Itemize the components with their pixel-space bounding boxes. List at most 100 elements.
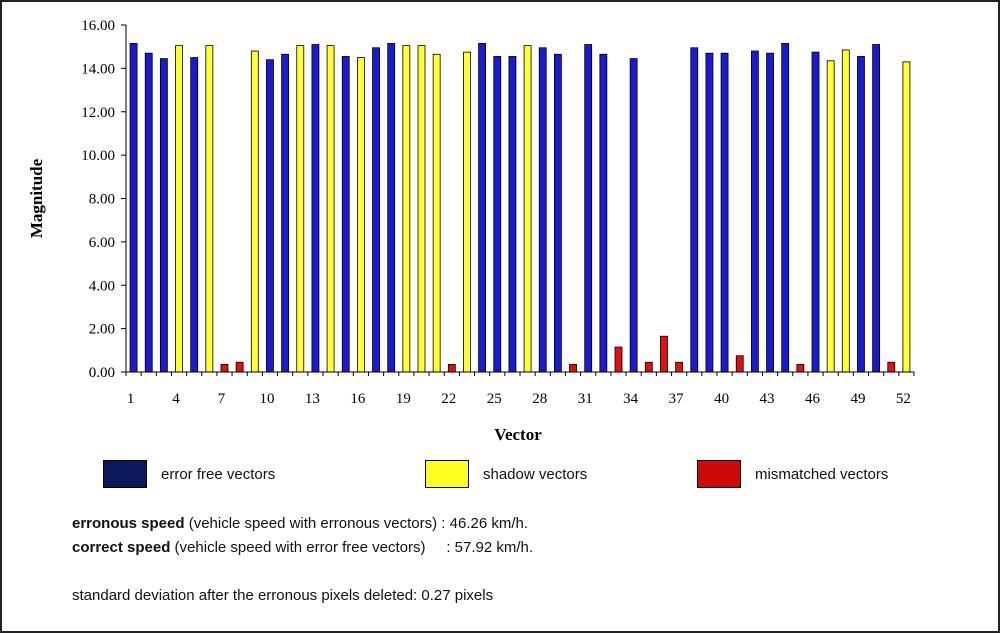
legend: error free vectors shadow vectors mismat… [0, 459, 1000, 495]
bar-error-free-46 [811, 51, 820, 373]
y-tick-label: 12.00 [81, 105, 115, 121]
bar-error-free-38 [690, 47, 699, 373]
bar-mismatched-37 [675, 361, 684, 373]
bar-mismatched-33 [614, 346, 623, 373]
bar-shadow-9 [250, 50, 259, 373]
y-axis-title: Magnitude [27, 158, 46, 238]
erroneous-speed-note: erronous speed (vehicle speed with erron… [72, 515, 528, 532]
bar-error-free-50 [872, 44, 881, 373]
x-tick-label: 1 [127, 391, 135, 407]
bar-shadow-16 [356, 57, 365, 373]
legend-label-shadow: shadow vectors [483, 465, 588, 483]
bar-error-free-2 [144, 52, 153, 373]
bar-shadow-14 [326, 45, 335, 373]
x-tick-label: 25 [487, 391, 502, 407]
bar-error-free-24 [478, 43, 487, 373]
y-tick-label: 2.00 [89, 322, 115, 338]
bar-shadow-23 [463, 51, 471, 373]
correct-speed-value: (vehicle speed with error free vectors) … [170, 539, 534, 556]
bar-mismatched-51 [887, 361, 896, 373]
x-tick-label: 28 [532, 391, 547, 407]
x-tick-label: 46 [805, 391, 821, 407]
x-tick-label: 49 [850, 391, 865, 407]
bar-error-free-32 [599, 53, 608, 373]
bar-shadow-21 [432, 53, 441, 373]
bar-error-free-39 [705, 52, 714, 373]
erroneous-speed-label: erronous speed [72, 515, 185, 532]
x-tick-label: 10 [259, 391, 274, 407]
y-tick-label: 16.00 [81, 18, 115, 34]
x-tick-label: 43 [760, 391, 775, 407]
bar-shadow-48 [841, 49, 850, 373]
legend-item-mismatched: mismatched vectors [697, 459, 888, 489]
bar-shadow-4 [175, 45, 183, 373]
legend-swatch-error-free [103, 460, 147, 488]
bar-error-free-10 [266, 59, 274, 373]
bar-error-free-5 [190, 57, 199, 373]
bar-error-free-40 [720, 52, 729, 373]
bar-error-free-31 [584, 44, 593, 373]
bar-error-free-43 [766, 52, 774, 373]
bar-shadow-47 [826, 60, 835, 373]
x-tick-label: 4 [172, 391, 180, 407]
y-tick-label: 4.00 [89, 278, 115, 294]
x-tick-label: 13 [305, 391, 320, 407]
bar-error-free-13 [311, 44, 320, 373]
legend-swatch-mismatched [697, 460, 741, 488]
bar-mismatched-30 [569, 364, 577, 373]
x-tick-label: 34 [623, 391, 639, 407]
y-tick-label: 14.00 [81, 61, 115, 77]
erroneous-speed-value: (vehicle speed with erronous vectors) : … [184, 515, 529, 532]
x-tick-label: 16 [350, 391, 366, 407]
bar-error-free-34 [629, 58, 638, 373]
bar-error-free-42 [750, 50, 759, 373]
bar-chart: 0.00 2.00 4.00 6.00 8.00 10.00 12.00 14.00 16.00… [27, 18, 915, 444]
bar-mismatched-8 [235, 361, 244, 373]
std-dev-note: standard deviation after the erronous pi… [72, 587, 494, 604]
x-axis-ticks: 1 4 7 10 13 16 19 22 25 28 31 34 37 40 43 46 49 52 [125, 372, 915, 407]
x-tick-label: 22 [441, 391, 456, 407]
x-tick-label: 7 [218, 391, 226, 407]
bar-error-free-18 [387, 43, 396, 373]
correct-speed-note: correct speed (vehicle speed with error … [72, 539, 533, 556]
bar-error-free-11 [281, 53, 290, 373]
y-tick-label: 6.00 [89, 235, 115, 251]
bar-error-free-44 [781, 43, 790, 373]
legend-label-mismatched: mismatched vectors [755, 465, 889, 483]
bar-shadow-6 [205, 45, 214, 373]
bar-shadow-20 [417, 45, 426, 373]
bar-mismatched-41 [735, 355, 744, 373]
bar-mismatched-22 [447, 364, 456, 373]
bar-mismatched-35 [644, 361, 653, 373]
bar-error-free-17 [372, 47, 380, 373]
y-tick-label: 8.00 [89, 192, 115, 208]
bar-error-free-28 [538, 47, 547, 373]
y-tick-label: 10.00 [81, 148, 115, 164]
bar-shadow-12 [296, 45, 305, 373]
bar-mismatched-7 [220, 364, 229, 373]
bar-error-free-26 [508, 56, 517, 373]
bars [129, 43, 911, 373]
bar-error-free-15 [341, 56, 350, 373]
x-tick-label: 52 [896, 391, 911, 407]
y-tick-label: 0.00 [89, 365, 115, 381]
correct-speed-label: correct speed [72, 539, 171, 556]
x-axis-title: Vector [494, 425, 542, 444]
x-tick-label: 37 [669, 391, 685, 407]
x-tick-label: 31 [578, 391, 593, 407]
legend-swatch-shadow [425, 460, 469, 488]
bar-error-free-1 [129, 43, 138, 373]
bar-error-free-29 [553, 53, 562, 373]
bar-shadow-27 [523, 45, 532, 373]
bar-error-free-49 [857, 56, 865, 373]
bar-mismatched-45 [796, 364, 805, 373]
legend-item-shadow: shadow vectors [425, 459, 587, 489]
legend-label-error-free: error free vectors [161, 465, 276, 483]
x-tick-label: 40 [714, 391, 729, 407]
bar-shadow-19 [402, 45, 411, 373]
x-tick-label: 19 [396, 391, 411, 407]
bar-shadow-52 [902, 61, 911, 373]
y-axis-ticks: 0.00 2.00 4.00 6.00 8.00 10.00 12.00 14.00 16.00 [81, 18, 126, 381]
bar-error-free-25 [493, 56, 502, 373]
bar-mismatched-36 [660, 335, 668, 373]
